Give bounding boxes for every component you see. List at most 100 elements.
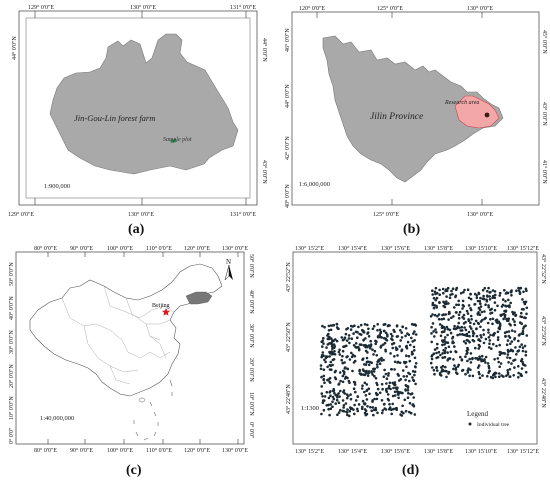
panel-d-bottom-tick: 130° 15'8"E [424,448,453,455]
tree-point [493,371,497,375]
panel-a-bottom-tick: 131° 0'0"E [230,211,256,218]
tree-point [444,313,447,316]
tree-point [385,339,389,342]
tree-point [353,383,357,386]
caption-c: (c) [126,463,142,478]
panel-c-bottom-tick: 110° 0'0"E [146,447,172,454]
tree-point [430,340,433,344]
tree-point [345,411,349,414]
tree-point [521,298,524,301]
tree-point [471,334,475,338]
panel-d-right-tick: 43° 22'50"N [540,316,547,346]
tree-point [376,335,380,338]
tree-point [460,329,464,332]
tree-point [454,366,458,370]
tree-point [496,338,500,342]
tree-point [519,286,523,290]
tree-point [509,290,513,294]
tree-point [341,374,345,378]
tree-point [525,306,529,310]
tree-point [493,296,497,300]
tree-point [396,361,399,364]
tree-point [483,286,487,290]
tree-point [507,361,510,364]
tree-point [333,350,336,353]
tree-point [337,327,340,331]
tree-point [482,294,485,298]
tree-point [404,384,408,387]
tree-point [452,367,455,371]
tree-point [468,357,471,361]
tree-point [480,354,484,358]
tree-point [369,339,372,343]
tree-point [477,291,480,295]
tree-point [523,302,527,306]
tree-point [441,313,444,317]
panel-b-right-tick: 45° 0'0"N [541,30,548,54]
tree-point [350,355,354,359]
tree-point [404,345,408,349]
tree-point [507,317,510,320]
tree-point [393,390,397,394]
tree-point [477,343,481,347]
tree-point [414,365,417,369]
tree-point [352,332,355,335]
tree-point [429,361,433,365]
legend-tree-symbol [468,422,472,426]
tree-point [372,370,376,373]
tree-point [481,374,484,377]
tree-point [326,365,329,369]
panel-c-bottom-tick: 80° 0'0"E [34,447,57,454]
panel-c-top-tick: 110° 0'0"E [146,245,172,252]
tree-point [465,309,469,313]
panel-c-right-tick: 30° 0'0"N [248,324,255,348]
tree-point [348,381,351,384]
tree-point [481,359,485,363]
panel-a-left-tick: 44° 0'0"N [11,36,18,60]
tree-point [438,288,441,292]
tree-point [380,411,384,415]
tree-point [322,336,325,340]
tree-point [353,324,356,327]
tree-point [336,393,339,397]
tree-point [373,374,376,378]
tree-point [469,361,473,364]
tree-point [442,304,445,308]
panel-a-bottom-tick: 130° 0'0"E [128,211,154,218]
panel-c-top-tick: 100° 0'0"E [107,245,133,252]
tree-point [505,291,509,294]
tree-point [413,373,416,377]
tree-point [517,286,520,290]
tree-point [354,399,358,402]
tree-point [401,325,404,329]
tree-point [321,401,325,404]
panel-b-left-tick: 46° 0'0"N [284,28,291,52]
tree-point [332,397,336,401]
tree-point [353,381,357,384]
tree-point [352,344,356,347]
tree-point [471,356,474,360]
tree-point [366,345,369,349]
tree-point [472,332,475,335]
panel-b-top-tick: 130° 0'0"E [467,5,493,12]
tree-point [444,365,447,369]
tree-point [338,348,341,352]
tree-point [508,368,512,371]
tree-point [435,356,438,360]
tree-point [475,327,478,331]
tree-point [332,339,335,342]
tree-point [386,333,389,336]
tree-point [404,378,407,382]
tree-point [339,379,342,383]
tree-point [461,315,464,319]
hainan-island [138,397,146,403]
tree-point [509,342,512,346]
panel-a-top-tick: 129° 0'0"E [28,4,54,11]
tree-point [503,309,506,313]
panel-d-bottom-tick: 130° 15'2"E [295,448,324,455]
tree-point [435,366,438,370]
tree-point [365,369,368,373]
tree-point [382,375,386,378]
tree-point [366,374,370,377]
tree-point [339,389,342,393]
